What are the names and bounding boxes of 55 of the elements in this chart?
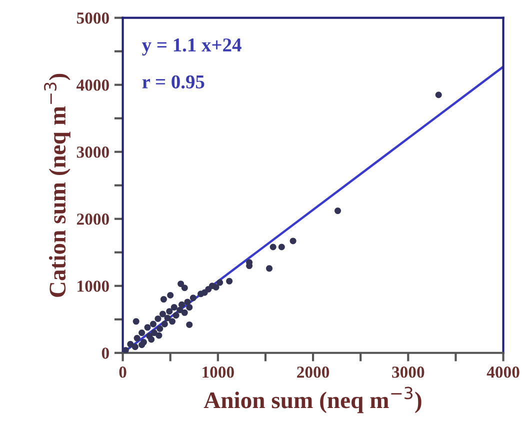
point — [169, 318, 176, 325]
annotation: y = 1.1 x+24 — [142, 38, 242, 56]
y-tick-label: 3000 — [76, 146, 109, 158]
point — [181, 309, 188, 316]
point — [184, 298, 191, 306]
x-tick-label: 2000 — [297, 366, 330, 378]
point — [186, 304, 193, 311]
point — [156, 332, 162, 339]
point — [226, 278, 233, 284]
point — [181, 284, 188, 292]
point — [159, 310, 166, 318]
point — [178, 301, 186, 308]
point — [270, 244, 276, 250]
y-axis-title: Cation sum (neq m$^{−3}$) — [44, 74, 70, 297]
y-tick-label: 4000 — [76, 80, 109, 91]
point — [132, 318, 140, 325]
point — [178, 280, 184, 288]
point — [167, 292, 174, 299]
point — [435, 92, 442, 98]
point — [150, 320, 156, 328]
point — [172, 312, 180, 319]
point — [132, 344, 138, 350]
point — [334, 208, 342, 214]
x-tick-label: 1000 — [202, 366, 234, 378]
y-tick-label: 5000 — [76, 12, 109, 24]
point — [161, 320, 168, 328]
point — [216, 279, 224, 286]
point — [278, 244, 285, 250]
point — [148, 336, 155, 343]
point — [144, 324, 151, 331]
point — [166, 308, 173, 315]
x-tick-label: 3000 — [392, 366, 424, 378]
point — [266, 265, 273, 272]
y-tick-label: 0 — [102, 348, 109, 359]
annotation: r = 0.95 — [142, 75, 204, 89]
point — [212, 284, 220, 290]
point — [122, 346, 129, 353]
point — [154, 315, 162, 322]
point — [190, 294, 196, 302]
point — [170, 304, 178, 311]
point — [138, 342, 146, 348]
point — [150, 330, 158, 336]
point — [134, 334, 140, 342]
point — [164, 314, 171, 322]
x-tick-label: 0 — [119, 366, 126, 378]
y-tick-label: 1000 — [78, 280, 109, 292]
point — [160, 296, 167, 303]
x-axis-title: Anion sum (neq m$^{−3}$) — [204, 386, 422, 414]
point — [127, 340, 134, 348]
point — [186, 321, 193, 328]
x-tick-label: 4000 — [486, 366, 520, 378]
y-tick-label: 2000 — [76, 214, 109, 225]
point — [156, 326, 164, 332]
point — [290, 238, 296, 244]
point — [138, 330, 146, 336]
